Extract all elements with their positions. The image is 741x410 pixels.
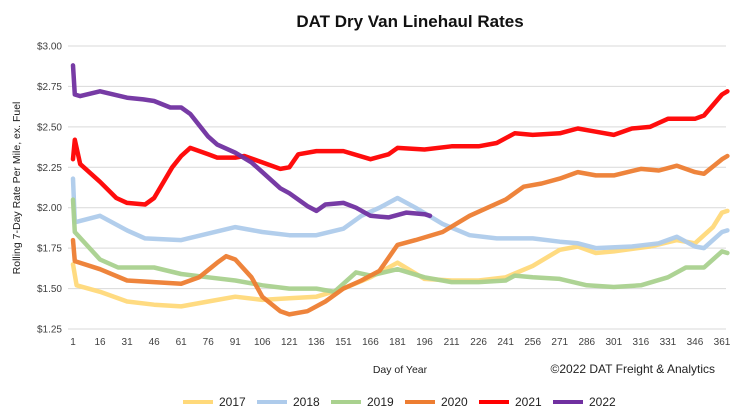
series-line-2017: [70, 208, 730, 309]
series-lines: [70, 63, 730, 317]
chart-title: DAT Dry Van Linehaul Rates: [296, 12, 523, 31]
x-tick-label: 286: [578, 337, 595, 348]
legend: 2017 2018 2019 2020 2021 2022: [183, 395, 616, 409]
x-tick-label: 16: [94, 337, 106, 348]
x-tick-label: 181: [389, 337, 406, 348]
x-tick-label: 271: [551, 337, 568, 348]
x-tick-label: 46: [149, 337, 161, 348]
x-tick-label: 331: [660, 337, 677, 348]
legend-label-2018: 2018: [293, 395, 320, 409]
x-tick-label: 151: [335, 337, 352, 348]
legend-label-2022: 2022: [589, 395, 616, 409]
series-line-2018: [70, 176, 730, 251]
x-axis-label: Day of Year: [373, 364, 428, 376]
series-line-2022: [70, 63, 433, 220]
x-tick-label: 166: [362, 337, 379, 348]
series-line-2019: [70, 197, 730, 295]
x-tick-label: 1: [70, 337, 76, 348]
x-tick-label: 91: [230, 337, 242, 348]
x-tick-label: 31: [122, 337, 134, 348]
legend-label-2019: 2019: [367, 395, 394, 409]
x-tick-label: 346: [687, 337, 704, 348]
y-tick-label: $2.25: [37, 163, 62, 174]
legend-label-2021: 2021: [515, 395, 542, 409]
x-tick-label: 226: [470, 337, 487, 348]
y-tick-label: $1.50: [37, 284, 62, 295]
x-tick-label: 301: [605, 337, 622, 348]
y-tick-label: $1.25: [37, 325, 62, 336]
x-tick-label: 256: [524, 337, 541, 348]
legend-label-2020: 2020: [441, 395, 468, 409]
legend-label-2017: 2017: [219, 395, 246, 409]
x-axis-ticks: 1 16 31 46 61 76 91 106 121 136 151 166 181 196 211 226…: [70, 337, 731, 348]
x-tick-label: 136: [308, 337, 325, 348]
y-tick-label: $2.75: [37, 82, 62, 93]
y-tick-label: $1.75: [37, 244, 62, 255]
x-tick-label: 61: [176, 337, 188, 348]
y-tick-label: $2.00: [37, 203, 62, 214]
y-tick-label: $3.00: [37, 42, 62, 53]
y-axis-label: Rolling 7-Day Rate Per Mile, ex. Fuel: [11, 102, 23, 275]
series-line-2020: [70, 153, 730, 317]
x-tick-label: 76: [203, 337, 215, 348]
x-tick-label: 316: [633, 337, 650, 348]
x-tick-label: 196: [416, 337, 433, 348]
x-tick-label: 106: [254, 337, 271, 348]
series-line-2021: [70, 89, 730, 207]
y-tick-label: $2.50: [37, 122, 62, 133]
y-axis-ticks: $3.00 $2.75 $2.50 $2.25 $2.00 $1.75 $1.50 $1.25: [37, 42, 62, 336]
x-tick-label: 361: [714, 337, 731, 348]
x-tick-label: 241: [497, 337, 514, 348]
copyright: ©2022 DAT Freight & Analytics: [551, 362, 715, 376]
x-tick-label: 121: [281, 337, 298, 348]
x-tick-label: 211: [444, 337, 460, 348]
